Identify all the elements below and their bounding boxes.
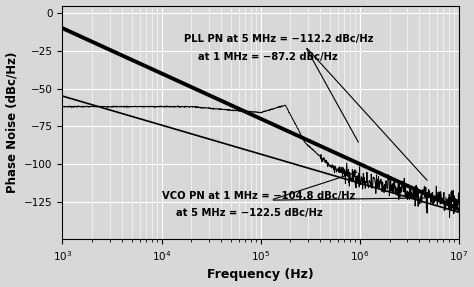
X-axis label: Frequency (Hz): Frequency (Hz) (207, 268, 314, 282)
Y-axis label: Phase Noise (dBc/Hz): Phase Noise (dBc/Hz) (6, 52, 18, 193)
Text: at 5 MHz = −122.5 dBc/Hz: at 5 MHz = −122.5 dBc/Hz (162, 208, 322, 218)
Text: VCO PN at 1 MHz = −104.8 dBc/Hz: VCO PN at 1 MHz = −104.8 dBc/Hz (162, 191, 355, 201)
Text: PLL PN at 5 MHz = −112.2 dBc/Hz: PLL PN at 5 MHz = −112.2 dBc/Hz (184, 34, 374, 44)
Text: at 1 MHz = −87.2 dBc/Hz: at 1 MHz = −87.2 dBc/Hz (184, 52, 338, 62)
